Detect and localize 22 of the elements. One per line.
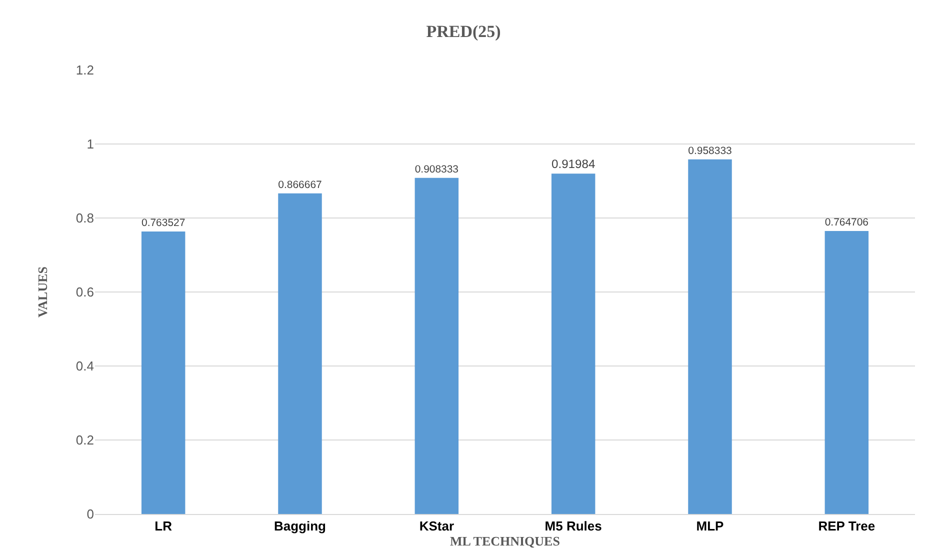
- x-tick-label: MLP: [696, 518, 724, 534]
- chart-title: PRED(25): [426, 22, 501, 41]
- data-label: 0.763527: [142, 218, 186, 230]
- y-tick-label: 1.2: [76, 62, 94, 78]
- x-axis-title: ML TECHNIQUES: [450, 534, 560, 549]
- data-label: 0.908333: [414, 164, 459, 176]
- x-tick-label: KStar: [419, 518, 454, 534]
- x-tick-label: REP Tree: [818, 518, 876, 534]
- y-tick-label: 0.2: [76, 432, 94, 448]
- data-label: 0.866667: [278, 180, 322, 191]
- x-tick-label: Bagging: [274, 518, 326, 534]
- y-tick-label: 0: [86, 506, 94, 522]
- y-tick-label: 0.4: [76, 358, 94, 374]
- data-label: 0.764706: [824, 218, 869, 229]
- x-tick-label: LR: [154, 518, 173, 534]
- y-tick-label: 0.8: [76, 210, 94, 226]
- data-label: 0.91984: [552, 156, 596, 171]
- y-tick-label: 1: [86, 136, 94, 152]
- data-label: 0.958333: [688, 146, 732, 157]
- x-tick-label: M5 Rules: [544, 518, 602, 534]
- y-axis-title: VALUES: [34, 266, 50, 318]
- y-tick-label: 0.6: [76, 284, 94, 300]
